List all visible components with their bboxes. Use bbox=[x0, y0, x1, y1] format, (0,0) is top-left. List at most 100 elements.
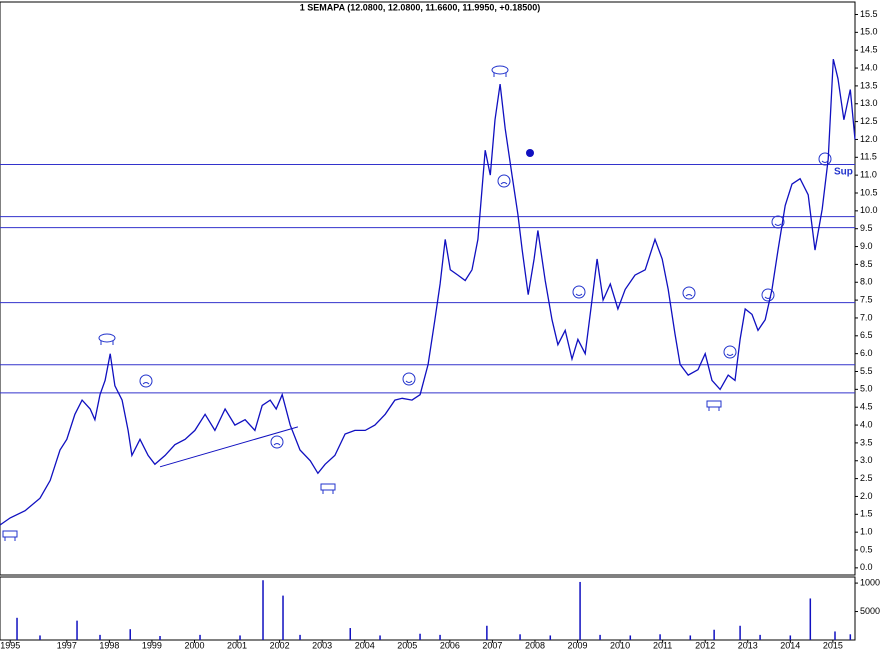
y-tick-label: 13.5 bbox=[860, 80, 878, 90]
smiley bbox=[497, 174, 511, 188]
x-tick-label: 2014 bbox=[780, 640, 800, 650]
volume-bar bbox=[262, 580, 264, 640]
smiley bbox=[402, 372, 416, 386]
x-tick-label: 2015 bbox=[823, 640, 843, 650]
volume-bar bbox=[99, 634, 101, 640]
bear-icon bbox=[491, 65, 509, 77]
y-tick-label: 11.0 bbox=[860, 170, 877, 180]
y-tick-label: 5.5 bbox=[860, 366, 873, 376]
y-tick-label: 10000 bbox=[860, 577, 880, 587]
bull-icon bbox=[706, 400, 722, 411]
y-tick-label: 6.0 bbox=[860, 348, 873, 358]
y-tick-label: 14.0 bbox=[860, 62, 878, 72]
volume-bar bbox=[486, 625, 488, 640]
y-tick-label: 3.0 bbox=[860, 455, 873, 465]
x-tick-label: 2004 bbox=[355, 640, 375, 650]
y-tick-label: 7.5 bbox=[860, 294, 873, 304]
trend-line bbox=[159, 426, 299, 468]
smiley bbox=[723, 345, 737, 359]
volume-bar bbox=[659, 634, 661, 640]
volume-bar bbox=[739, 625, 741, 640]
smiley bbox=[270, 435, 284, 449]
volume-bar bbox=[419, 633, 421, 640]
volume-bar bbox=[199, 634, 201, 640]
x-tick-label: 2008 bbox=[525, 640, 545, 650]
smiley bbox=[139, 374, 153, 388]
y-tick-label: 7.0 bbox=[860, 312, 873, 322]
volume-bar bbox=[599, 634, 601, 640]
y-tick-label: 2.5 bbox=[860, 473, 873, 483]
volume-bar bbox=[849, 634, 852, 640]
signal-icons bbox=[2, 65, 832, 541]
y-tick-label: 10.5 bbox=[860, 187, 878, 197]
y-tick-label: 2.0 bbox=[860, 491, 873, 501]
x-tick-label: 2003 bbox=[312, 640, 332, 650]
volume-bar bbox=[239, 635, 241, 640]
x-tick-label: 2005 bbox=[397, 640, 417, 650]
y-tick-label: 9.0 bbox=[860, 241, 873, 251]
bear-icon bbox=[98, 333, 116, 345]
volume-bar bbox=[39, 635, 41, 640]
y-tick-label: 13.0 bbox=[860, 98, 878, 108]
volume-bar bbox=[439, 634, 441, 640]
volume-bar bbox=[349, 628, 352, 640]
y-tick-label: 1.5 bbox=[860, 509, 873, 519]
y-tick-label: 9.5 bbox=[860, 223, 873, 233]
panel-frame bbox=[0, 576, 856, 641]
volume-bar bbox=[16, 617, 18, 640]
volume-bar bbox=[282, 595, 284, 640]
y-tick-label: 8.0 bbox=[860, 277, 873, 287]
x-tick-label: 1995 bbox=[0, 640, 20, 650]
smiley bbox=[682, 286, 696, 300]
x-tick-label: 1998 bbox=[99, 640, 119, 650]
bull-icon bbox=[2, 530, 18, 541]
x-tick-label: 2000 bbox=[184, 640, 204, 650]
y-tick-label: 5.0 bbox=[860, 384, 873, 394]
y-tick-label: 6.5 bbox=[860, 330, 873, 340]
volume-bar bbox=[549, 635, 552, 640]
volume-bar bbox=[379, 635, 381, 640]
x-tick-label: 2009 bbox=[568, 640, 588, 650]
volume-bar bbox=[519, 634, 521, 640]
volume-bar bbox=[809, 598, 812, 640]
y-tick-label: 0.5 bbox=[860, 544, 873, 554]
x-tick-label: 2002 bbox=[270, 640, 290, 650]
volume-bar bbox=[834, 631, 836, 640]
x-tick-label: 1997 bbox=[57, 640, 77, 650]
volume-bar bbox=[579, 581, 581, 640]
volume-bar bbox=[129, 629, 131, 640]
y-tick-label: 8.5 bbox=[860, 259, 873, 269]
y-tick-label: 0.0 bbox=[860, 562, 873, 572]
y-tick-label: 15.5 bbox=[860, 9, 878, 19]
volume-bar bbox=[76, 620, 78, 640]
panel-frame bbox=[0, 1, 856, 576]
y-tick-label: 1.0 bbox=[860, 527, 873, 537]
y-tick-label: 3.5 bbox=[860, 437, 873, 447]
x-tick-label: 2006 bbox=[440, 640, 460, 650]
chart-title: 1 SEMAPA (12.0800, 12.0800, 11.6600, 11.… bbox=[300, 2, 540, 12]
volume-bar bbox=[689, 635, 692, 640]
bull-icon bbox=[320, 483, 336, 494]
x-tick-label: 2001 bbox=[227, 640, 247, 650]
volume-bar bbox=[299, 634, 301, 640]
price-line bbox=[0, 58, 856, 526]
volume-bar bbox=[789, 635, 792, 640]
smiley bbox=[572, 285, 586, 299]
volume-bar bbox=[159, 636, 161, 640]
y-tick-label: 4.0 bbox=[860, 419, 873, 429]
y-tick-label: 5000 bbox=[860, 606, 880, 616]
x-tick-label: 1999 bbox=[142, 640, 162, 650]
volume-bar bbox=[759, 634, 761, 640]
y-tick-label: 4.5 bbox=[860, 402, 873, 412]
x-tick-label: 2007 bbox=[482, 640, 502, 650]
volume-bar bbox=[713, 629, 715, 640]
annotation: Sup bbox=[834, 167, 853, 178]
y-tick-label: 11.5 bbox=[860, 152, 877, 162]
y-tick-label: 15.0 bbox=[860, 27, 878, 37]
volume-bar bbox=[629, 635, 632, 640]
bomb-icon bbox=[526, 149, 534, 157]
x-tick-label: 2010 bbox=[610, 640, 630, 650]
x-tick-label: 2012 bbox=[695, 640, 715, 650]
y-tick-label: 14.5 bbox=[860, 45, 878, 55]
